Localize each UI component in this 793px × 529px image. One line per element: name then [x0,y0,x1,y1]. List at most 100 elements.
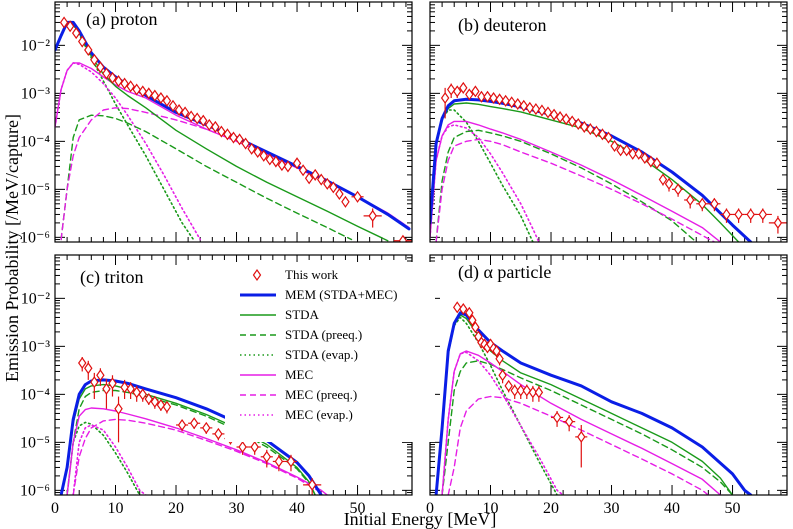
data-marker [84,43,93,57]
series-line-stda-preeq [435,129,697,242]
data-point [708,197,721,212]
data-marker [516,384,525,397]
data-marker [126,382,135,395]
legend-swatch-data [252,268,262,282]
data-point [253,145,262,159]
data-point [265,153,275,166]
data-point [567,115,577,128]
data-point [114,396,123,443]
data-point [646,155,656,168]
data-point [298,164,308,177]
data-marker [262,450,272,463]
data-marker [317,173,326,186]
data-marker [168,99,178,112]
data-point [768,215,787,234]
data-marker [640,151,650,165]
data-marker [452,301,462,314]
data-marker [144,392,154,406]
plot-area-alpha [434,301,753,495]
data-point [96,61,105,74]
data-marker [510,384,519,397]
series-line-mec-preeq [60,107,410,241]
data-point [156,91,166,105]
data-marker [120,77,129,90]
data-marker [549,108,559,121]
series-line-stda-evap [55,23,195,242]
data-marker [459,81,468,94]
data-marker [471,85,480,98]
legend-label-mem: MEM (STDA+MEC) [285,287,397,302]
data-marker [519,99,529,112]
data-marker [468,314,477,327]
series-line-stda-preeq [441,360,734,495]
data-marker [592,125,601,138]
data-marker [531,103,541,116]
data-marker [274,455,284,468]
legend-marker-diamond [252,268,262,282]
data-marker [265,153,275,166]
data-point [241,137,250,150]
y-axis-title: Emission Probability [/MeV/capture] [2,114,22,382]
data-point [513,97,522,111]
data-marker [108,71,117,84]
data-marker [102,382,111,395]
data-marker [90,376,99,389]
x-tick-label: 20 [168,500,184,517]
data-marker [241,137,250,150]
series-line-mec-evap [430,124,540,242]
data-point [753,208,772,223]
data-point [483,90,492,103]
data-point [259,149,268,162]
series-line-mem [430,97,753,242]
data-marker [440,91,450,105]
data-marker [610,139,619,153]
data-marker [498,369,507,382]
data-marker [616,144,625,157]
data-point [452,85,462,98]
legend-swatches [240,268,276,416]
data-point [260,449,273,468]
x-tick-label: 30 [604,500,620,517]
data-marker [353,190,362,203]
data-marker [567,115,577,128]
data-point [317,173,326,186]
data-marker [214,427,223,440]
data-marker [471,321,480,334]
data-point [628,147,637,160]
panel-alpha: 0 10 20 30 40 50 [426,254,788,517]
series-line-mec-evap [55,62,201,241]
data-point [720,208,733,223]
series-line-mec [55,62,410,229]
data-marker [685,193,695,207]
data-point [138,388,147,402]
data-point [180,106,190,119]
data-point [126,80,135,93]
data-marker [758,208,768,221]
data-point [186,110,196,123]
data-point [236,440,249,455]
panel-frame-proton [54,1,413,243]
data-point [684,193,697,209]
data-point [622,144,631,157]
series-line-stda-preeq [60,114,353,241]
data-point [168,99,178,112]
data-point [465,88,474,101]
data-point [77,356,87,372]
data-marker [773,216,783,229]
x-tick-label: 50 [350,500,366,517]
data-marker [555,111,565,124]
data-point [574,117,583,131]
data-marker [495,93,504,106]
data-point [534,385,544,402]
data-marker [229,131,238,144]
data-point [640,151,650,165]
data-marker [298,164,308,177]
series-line-mem [434,311,753,495]
data-marker [329,181,338,194]
data-marker [734,208,743,221]
data-point [335,187,344,201]
data-marker [217,125,226,138]
data-marker [504,379,513,392]
data-point [162,94,172,107]
data-marker [156,91,166,105]
